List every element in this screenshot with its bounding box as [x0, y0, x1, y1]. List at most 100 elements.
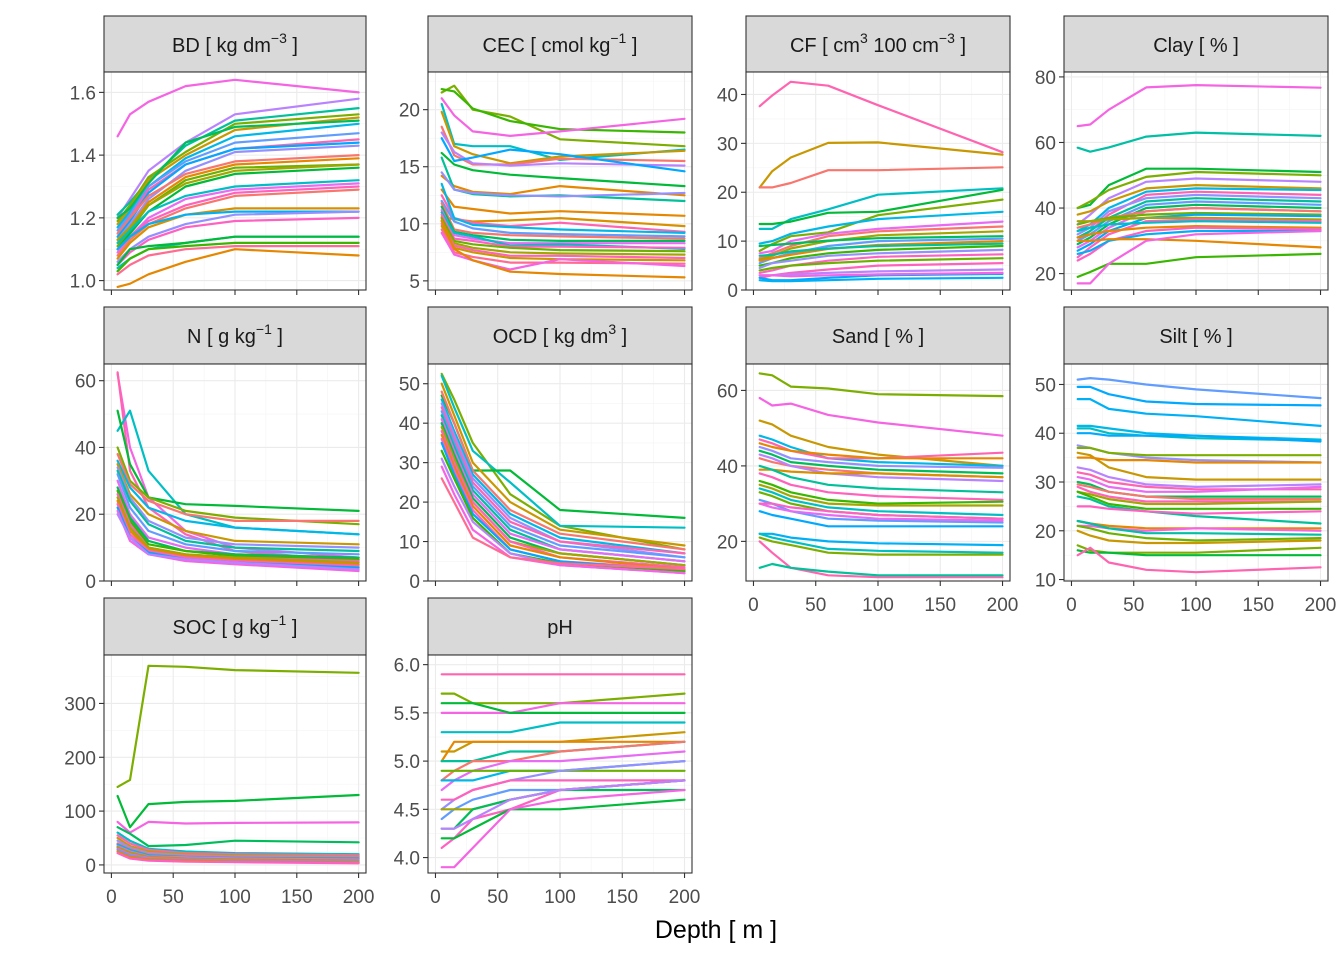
- y-tick-label: 5.5: [394, 704, 420, 725]
- series-line: [1076, 220, 1322, 233]
- facet-panel: CF [ cm3 100 cm−3 ] 0 10 20 30 40: [717, 15, 1011, 302]
- series-line: [1076, 483, 1322, 501]
- y-tick-label: 100: [64, 802, 96, 823]
- series-line: [116, 409, 360, 512]
- series-group: [440, 673, 686, 869]
- y-tick-label: 40: [717, 457, 738, 478]
- y-tick-label: 4.5: [394, 800, 420, 821]
- series-group: [116, 78, 360, 288]
- x-tick-label: 200: [343, 887, 375, 908]
- series-line: [116, 97, 360, 219]
- series-line: [758, 487, 1004, 517]
- series-line: [1076, 226, 1322, 262]
- series-line: [758, 257, 1004, 272]
- facet-strip: [103, 597, 367, 656]
- series-line: [1076, 529, 1322, 545]
- series-line: [440, 410, 686, 559]
- y-tick-label: 40: [1035, 199, 1056, 220]
- facet-panel: OCD [ kg dm3 ] 0 10 20 30 40 50: [399, 306, 693, 593]
- x-tick-label: 100: [1180, 595, 1212, 616]
- series-line: [440, 213, 686, 249]
- x-tick-label: 150: [1242, 595, 1274, 616]
- facet-strip: [427, 306, 693, 365]
- series-line: [1076, 446, 1322, 457]
- series-line: [116, 141, 360, 238]
- series-line: [440, 137, 686, 173]
- series-line: [440, 721, 686, 734]
- series-line: [116, 820, 360, 834]
- x-tick-label: 50: [1123, 595, 1144, 616]
- series-line: [758, 248, 1004, 270]
- series-line: [440, 477, 686, 571]
- facet-strip: [427, 15, 693, 73]
- y-tick-label: 20: [399, 101, 420, 122]
- x-tick-label: 50: [805, 595, 826, 616]
- series-line: [116, 486, 360, 559]
- series-line: [116, 489, 360, 561]
- y-tick-label: 40: [717, 85, 738, 106]
- series-group: [758, 80, 1004, 283]
- series-line: [116, 188, 360, 257]
- series-line: [1076, 238, 1322, 249]
- series-line: [758, 502, 1004, 522]
- series-line: [758, 271, 1004, 278]
- series-line: [116, 664, 360, 789]
- series-line: [116, 216, 360, 266]
- series-line: [758, 449, 1004, 475]
- y-tick-label: 10: [717, 232, 738, 253]
- series-line: [116, 446, 360, 526]
- series-line: [1076, 524, 1322, 542]
- series-line: [116, 179, 360, 244]
- facet-strip-label: CF [ cm3 100 cm−3 ]: [790, 30, 966, 57]
- series-line: [440, 211, 686, 250]
- series-line: [1076, 83, 1322, 128]
- facet-panel: SOC [ g kg−1 ] 0 100 200 300 0 50 100 150 200: [64, 597, 375, 908]
- series-line: [440, 228, 686, 265]
- series-line: [758, 253, 1004, 274]
- y-tick-label: 1.4: [70, 146, 97, 167]
- series-line: [1076, 225, 1322, 239]
- series-line: [116, 119, 360, 219]
- series-line: [1076, 466, 1322, 488]
- x-tick-label: 100: [544, 887, 576, 908]
- series-line: [440, 151, 686, 188]
- facet-panel: Silt [ % ] 10 20 30 40 50 0 50 100 150 200: [1035, 306, 1336, 616]
- series-line: [440, 131, 686, 167]
- facet-panel: Sand [ % ] 20 40 60 0 50 100 150 200: [717, 306, 1018, 616]
- y-tick-label: 40: [75, 438, 96, 459]
- series-line: [116, 122, 360, 229]
- y-tick-label: 1.6: [70, 83, 96, 104]
- series-line: [440, 779, 686, 801]
- facet-panel: N [ g kg−1 ] 0 20 40 60: [75, 306, 367, 593]
- series-line: [116, 241, 360, 273]
- series-line: [758, 166, 1004, 189]
- y-tick-label: 10: [1035, 571, 1056, 592]
- series-line: [116, 154, 360, 235]
- y-tick-label: 40: [399, 414, 420, 435]
- series-line: [116, 499, 360, 566]
- series-line: [1076, 495, 1322, 525]
- series-line: [758, 235, 1004, 248]
- series-line: [440, 110, 686, 165]
- series-line: [116, 473, 360, 556]
- series-line: [116, 469, 360, 553]
- series-line: [116, 466, 360, 549]
- series-line: [758, 220, 1004, 255]
- series-line: [1076, 432, 1322, 443]
- series-line: [116, 78, 360, 138]
- series-line: [758, 210, 1004, 245]
- y-tick-label: 40: [1035, 424, 1056, 445]
- series-line: [1076, 490, 1322, 510]
- series-line: [758, 464, 1004, 494]
- y-tick-label: 15: [399, 158, 420, 179]
- series-line: [116, 210, 360, 251]
- series-line: [758, 242, 1004, 257]
- series-line: [116, 459, 360, 536]
- series-line: [1076, 170, 1322, 210]
- x-tick-label: 0: [106, 887, 117, 908]
- y-tick-label: 30: [1035, 473, 1056, 494]
- series-group: [116, 371, 360, 573]
- facet-panel: BD [ kg dm−3 ] 1.0 1.2 1.4 1.6: [70, 15, 367, 295]
- series-line: [116, 826, 360, 848]
- series-line: [758, 372, 1004, 398]
